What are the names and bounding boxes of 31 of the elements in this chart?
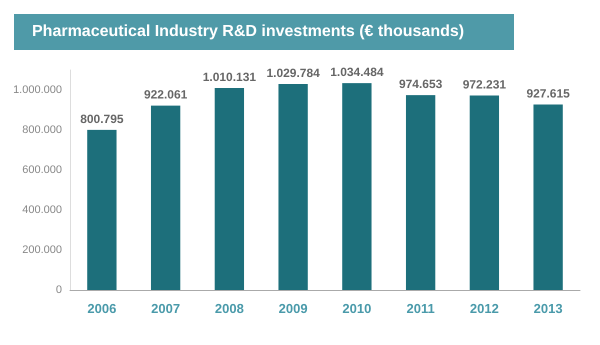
x-tick-label: 2012 [470,301,499,316]
bar [214,88,244,290]
bar [342,83,372,290]
x-tick-label: 2007 [151,301,180,316]
x-tick-label: 2008 [214,301,244,316]
bar [470,96,500,290]
x-tick-label: 2011 [406,301,435,316]
x-tick-label: 2010 [342,301,372,316]
x-tick-label: 2006 [87,301,116,316]
y-tick-label: 0 [56,284,62,296]
bar [278,84,308,290]
data-label: 922.061 [144,88,188,102]
bar [87,130,117,290]
data-label: 1.010.131 [202,70,256,84]
bar [406,95,436,290]
data-label: 927.615 [526,86,570,100]
data-label: 1.029.784 [266,66,320,80]
data-label: 972.231 [462,78,506,92]
bar [150,106,180,290]
y-tick-label: 200.000 [22,244,62,256]
x-tick-label: 2009 [278,301,308,316]
data-label: 800.795 [80,112,124,126]
bar [533,104,563,290]
y-tick-label: 800.000 [22,124,62,136]
y-tick-label: 600.000 [22,164,62,176]
data-label: 1.034.484 [330,65,384,80]
x-tick-label: 2013 [534,301,563,316]
data-label: 974.653 [398,77,443,92]
chart-title: Pharmaceutical Industry R&D investments (€ thousands) [14,14,514,50]
y-tick-label: 400.000 [22,204,62,216]
y-tick-label: 1.000.000 [13,84,62,96]
